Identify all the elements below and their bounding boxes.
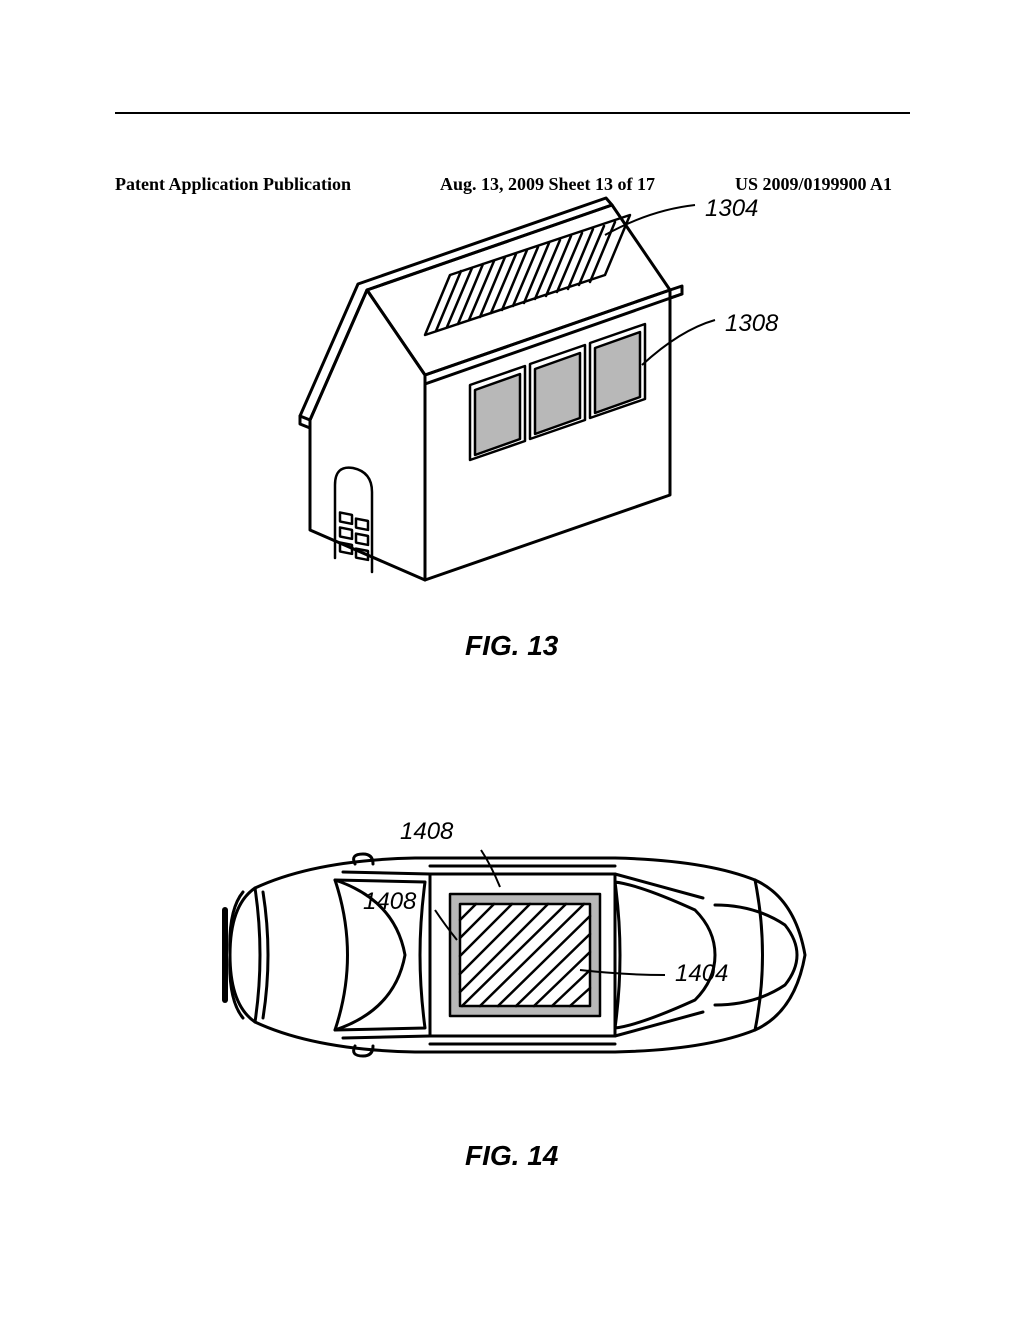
- ref-1408b: 1408: [363, 888, 416, 916]
- header-rule: [115, 112, 910, 114]
- ref-1404: 1404: [675, 960, 728, 988]
- ref-1408a: 1408: [400, 818, 453, 846]
- fig13-caption: FIG. 13: [465, 630, 558, 662]
- fig14-drawing: [195, 810, 825, 1100]
- patent-page: Patent Application Publication Aug. 13, …: [0, 0, 1024, 1320]
- ref-1308: 1308: [725, 310, 778, 338]
- fig13-drawing: [250, 160, 770, 590]
- ref-1304: 1304: [705, 195, 758, 223]
- fig14-caption: FIG. 14: [465, 1140, 558, 1172]
